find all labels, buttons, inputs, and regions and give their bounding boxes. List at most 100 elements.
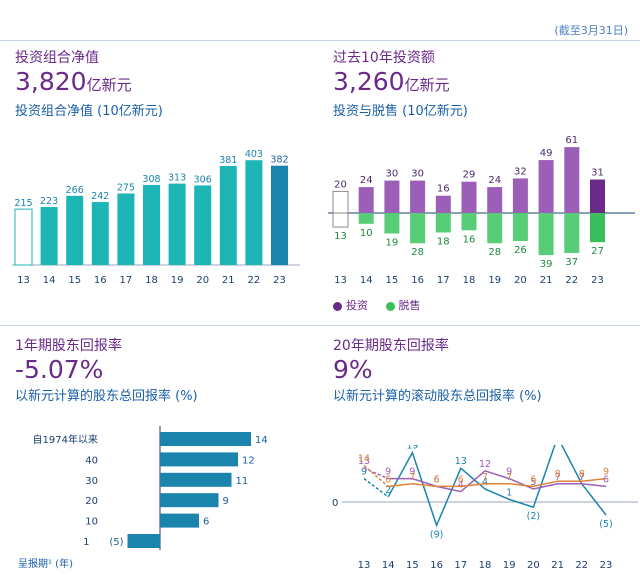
divest-label-21: 39 — [540, 259, 553, 270]
bar-20 — [194, 185, 212, 265]
period-label-3: 20 — [85, 496, 98, 507]
panel-title: 20年期股东回报率 — [333, 338, 449, 354]
x-tick-14: 14 — [360, 275, 373, 286]
period-axis-label: 呈报期¹ (年) — [18, 559, 73, 570]
series-0-label-17: 13 — [455, 456, 467, 467]
bar-value-label-17: 275 — [117, 183, 135, 194]
invest-bar-23 — [590, 179, 605, 213]
x-tick-13: 13 — [358, 560, 371, 571]
series-0-label-16: (9) — [430, 529, 443, 540]
bar-value-label-15: 266 — [66, 185, 84, 196]
divest-label-23: 27 — [591, 246, 604, 257]
x-tick-15: 15 — [68, 275, 81, 286]
panel-net-portfolio-value: 投资组合净值 3,820亿新元 投资组合净值 (10亿新元) — [15, 47, 315, 119]
divest-bar-13 — [332, 212, 349, 228]
x-tick-16: 16 — [94, 275, 107, 286]
headline-number: 3,820 — [15, 67, 87, 96]
invest-label-18: 29 — [463, 170, 476, 181]
series-0-label-18: 4 — [482, 477, 488, 488]
series-0-label-15: 19 — [406, 445, 418, 452]
invest-bar-21 — [538, 160, 554, 213]
headline-number: 3,260 — [333, 67, 405, 96]
series-1-label-14: 9 — [385, 467, 391, 478]
invest-label-23: 31 — [591, 168, 604, 179]
x-tick-14: 14 — [43, 275, 56, 286]
series-1-label-20: 5 — [530, 477, 536, 488]
panel-title: 1年期股东回报率 — [15, 338, 122, 354]
invest-bar-13 — [332, 190, 349, 214]
y-zero-label: 0 — [332, 498, 338, 509]
bar-value-label-16: 242 — [91, 191, 109, 202]
divider-top — [0, 40, 640, 41]
x-tick-23: 23 — [591, 275, 604, 286]
series-2-label-14: 6 — [385, 474, 391, 485]
x-tick-18: 18 — [145, 275, 158, 286]
divest-label-17: 18 — [437, 236, 450, 247]
bar-19 — [168, 183, 186, 265]
panel-twenty-year-return: 20年期股东回报率 9% 以新元计算的滚动股东总回报率 (%) — [333, 335, 633, 404]
x-tick-13: 13 — [334, 275, 347, 286]
x-tick-20: 20 — [514, 275, 527, 286]
return-value-label-2: 11 — [236, 476, 249, 487]
series-0-label-23: (5) — [599, 519, 612, 530]
as-of-label: (截至3月31日) — [554, 24, 628, 37]
bar-value-label-19: 313 — [168, 173, 186, 184]
rolling-return-line-chart: 013141516171819202122239219(9)1341(2)257… — [332, 445, 638, 571]
series-2-label-16: 6 — [434, 474, 440, 485]
invest-label-21: 49 — [540, 148, 553, 159]
x-tick-19: 19 — [488, 275, 501, 286]
panel-title: 过去10年投资额 — [333, 50, 435, 66]
invest-label-20: 32 — [514, 166, 527, 177]
x-tick-21: 21 — [551, 560, 564, 571]
x-tick-14: 14 — [382, 560, 395, 571]
invest-label-16: 30 — [411, 169, 424, 180]
series-2-dashed-segment — [363, 465, 389, 487]
series-1-label-15: 9 — [409, 467, 415, 478]
headline-value: -5.07% — [15, 355, 104, 384]
bar-13 — [14, 208, 33, 266]
x-tick-20: 20 — [196, 275, 209, 286]
series-1-label-13: 13 — [358, 456, 370, 467]
divest-bar-18 — [461, 213, 477, 231]
panel-title: 投资组合净值 — [15, 50, 99, 66]
invest-label-22: 61 — [565, 135, 578, 146]
series-1-dashed-segment — [363, 467, 389, 480]
chart-subtitle: 以新元计算的股东总回报率 (%) — [15, 389, 198, 404]
x-tick-19: 19 — [503, 560, 516, 571]
x-tick-22: 22 — [565, 275, 578, 286]
headline-value: 3,260亿新元 — [333, 67, 633, 100]
bar-23 — [271, 165, 288, 265]
divest-bar-16 — [410, 213, 426, 244]
legend-invest-swatch — [333, 301, 342, 311]
series-2-label-19: 7 — [506, 472, 512, 483]
x-tick-15: 15 — [386, 275, 399, 286]
invest-bar-19 — [487, 187, 503, 213]
bar-16 — [91, 202, 109, 265]
divest-label-16: 28 — [411, 247, 424, 258]
divest-bar-14 — [358, 213, 374, 224]
legend-divest-label: 脱售 — [398, 299, 421, 312]
invest-legend: 投资 脱售 — [333, 297, 421, 313]
divest-bar-17 — [435, 213, 451, 233]
series-2-line — [388, 477, 607, 488]
divest-label-15: 19 — [386, 238, 399, 249]
series-0-label-20: (2) — [527, 511, 540, 522]
return-value-label-1: 12 — [242, 455, 255, 466]
invest-label-14: 24 — [360, 175, 373, 186]
invest-bar-17 — [435, 195, 451, 213]
bar-14 — [40, 207, 58, 265]
bar-value-label-13: 215 — [14, 198, 32, 209]
x-tick-18: 18 — [463, 275, 476, 286]
return-bar-2 — [160, 472, 232, 487]
x-tick-18: 18 — [479, 560, 492, 571]
series-1-label-16: 6 — [434, 474, 440, 485]
return-bar-0 — [160, 432, 251, 446]
series-2-label-20: 6 — [530, 474, 536, 485]
series-0-label-13: 9 — [361, 467, 367, 478]
return-value-label-4: 6 — [203, 517, 209, 528]
divest-label-18: 16 — [463, 234, 476, 245]
series-1-label-22: 7 — [579, 472, 585, 483]
return-bar-4 — [160, 513, 199, 528]
divest-bar-22 — [564, 213, 580, 253]
headline-value: 9% — [333, 355, 373, 384]
